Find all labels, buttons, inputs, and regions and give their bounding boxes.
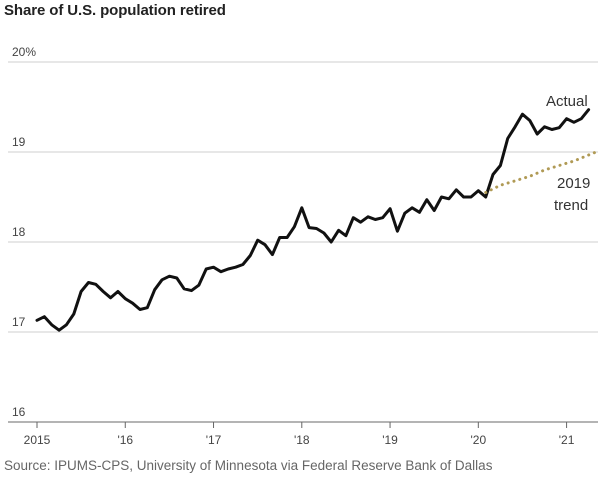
y-axis-ticks: 20% 19 18 17 16 [12, 45, 36, 419]
x-tick-label: '19 [382, 433, 398, 447]
y-tick-label: 19 [12, 135, 26, 149]
y-tick-label: 20% [12, 45, 36, 59]
y-tick-label: 16 [12, 405, 26, 419]
gridlines [8, 61, 598, 423]
y-tick-label: 17 [12, 315, 26, 329]
x-tick-label: '16 [117, 433, 133, 447]
x-tick-label: '21 [559, 433, 575, 447]
series-lines [35, 108, 598, 332]
x-tick-label: 2015 [24, 433, 51, 447]
actual-line [35, 108, 591, 332]
x-tick-label: '17 [206, 433, 222, 447]
y-tick-label: 18 [12, 225, 26, 239]
source-note: Source: IPUMS-CPS, University of Minneso… [4, 458, 493, 473]
trend-2019-line [484, 150, 598, 194]
x-axis: 2015 '16 '17 '18 '19 '20 '21 [24, 422, 575, 447]
x-tick-label: '20 [470, 433, 486, 447]
trend-series-label-line1: 2019 [557, 175, 590, 192]
chart-title: Share of U.S. population retired [4, 2, 226, 19]
trend-series-label-line2: trend [554, 197, 588, 214]
actual-series-label: Actual [546, 93, 588, 110]
x-tick-label: '18 [294, 433, 310, 447]
